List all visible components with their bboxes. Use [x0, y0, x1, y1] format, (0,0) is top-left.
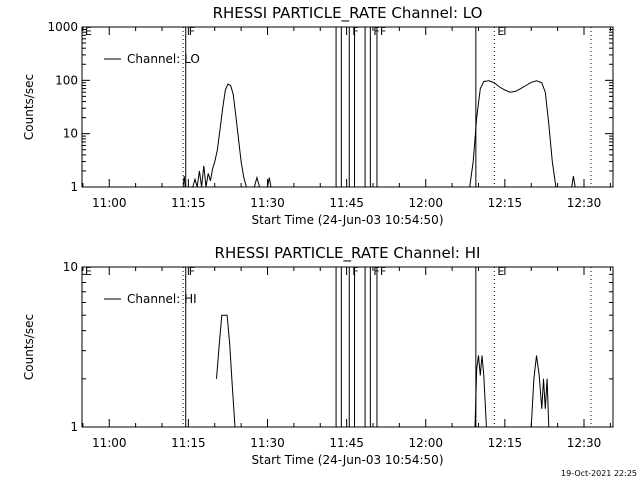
timestamp: 19-Oct-2021 22:25 — [561, 469, 637, 478]
chart-lo-flag-e: E — [497, 25, 504, 38]
chart-hi-series-line — [530, 355, 550, 428]
chart-lo-legend-entry: Channel: LO — [127, 52, 200, 66]
chart-hi-x-axis-label: Start Time (24-Jun-03 10:54:50) — [252, 453, 444, 467]
chart-hi-x-tick-label: 12:00 — [408, 436, 443, 450]
chart-lo-series-line — [571, 176, 576, 188]
chart-hi-x-tick-label: 12:30 — [567, 436, 602, 450]
chart-lo-y-tick-label: 1000 — [47, 20, 78, 34]
chart-lo-y-tick-label: 1 — [70, 180, 78, 194]
chart-lo-series-line — [182, 176, 186, 188]
chart-lo-x-tick-label: 11:45 — [329, 196, 364, 210]
chart-lo-x-tick-label: 11:15 — [171, 196, 206, 210]
chart-hi-flag-f: F — [373, 265, 379, 278]
chart-hi-flag-f: F — [380, 265, 386, 278]
chart-lo-x-tick-label: 12:00 — [408, 196, 443, 210]
chart-lo-series-line — [253, 175, 261, 188]
chart-hi-legend-entry: Channel: HI — [127, 292, 197, 306]
chart-hi-plot-frame — [81, 266, 614, 428]
chart-hi-x-tick-label: 12:15 — [488, 436, 523, 450]
chart-lo-flag-e: E — [85, 25, 92, 38]
chart-lo-series-line — [267, 177, 272, 188]
chart-hi: RHESSI PARTICLE_RATE Channel: HI Start Ti… — [22, 244, 614, 467]
chart-lo-x-tick-label: 11:30 — [250, 196, 285, 210]
chart-hi-flag-f: F — [352, 265, 358, 278]
chart-lo-plot-frame — [81, 26, 614, 188]
chart-lo-x-tick-label: 11:00 — [92, 196, 127, 210]
chart-hi-title: RHESSI PARTICLE_RATE Channel: HI — [215, 244, 481, 263]
chart-hi-y-tick-label: 10 — [63, 260, 78, 274]
chart-hi-flag-f: F — [189, 265, 195, 278]
chart-lo-flag-f: F — [373, 25, 379, 38]
chart-hi-x-tick-label: 11:15 — [171, 436, 206, 450]
chart-lo-flag-f: F — [189, 25, 195, 38]
chart-lo-title: RHESSI PARTICLE_RATE Channel: LO — [213, 4, 483, 23]
chart-lo-y-axis-label: Counts/sec — [22, 74, 36, 140]
chart-hi-series-line — [474, 355, 487, 428]
chart-lo-x-tick-label: 12:30 — [567, 196, 602, 210]
chart-hi-flag-e: E — [497, 265, 504, 278]
chart-lo-y-tick-label: 10 — [63, 127, 78, 141]
chart-hi-y-tick-label: 1 — [70, 420, 78, 434]
chart-lo: RHESSI PARTICLE_RATE Channel: LO Start Ti… — [22, 4, 614, 227]
chart-lo-series-line — [469, 80, 557, 188]
chart-lo-x-tick-label: 12:15 — [488, 196, 523, 210]
chart-lo-flag-f: F — [352, 25, 358, 38]
chart-hi-x-tick-label: 11:00 — [92, 436, 127, 450]
chart-hi-y-axis-label: Counts/sec — [22, 314, 36, 380]
chart-lo-y-tick-label: 100 — [55, 73, 78, 87]
chart-hi-x-tick-label: 11:45 — [329, 436, 364, 450]
chart-hi-x-tick-label: 11:30 — [250, 436, 285, 450]
chart-hi-series-line — [216, 314, 236, 428]
chart-lo-x-axis-label: Start Time (24-Jun-03 10:54:50) — [252, 213, 444, 227]
chart-hi-flag-e: E — [85, 265, 92, 278]
chart-lo-series-line — [192, 83, 247, 188]
chart-lo-flag-f: F — [380, 25, 386, 38]
